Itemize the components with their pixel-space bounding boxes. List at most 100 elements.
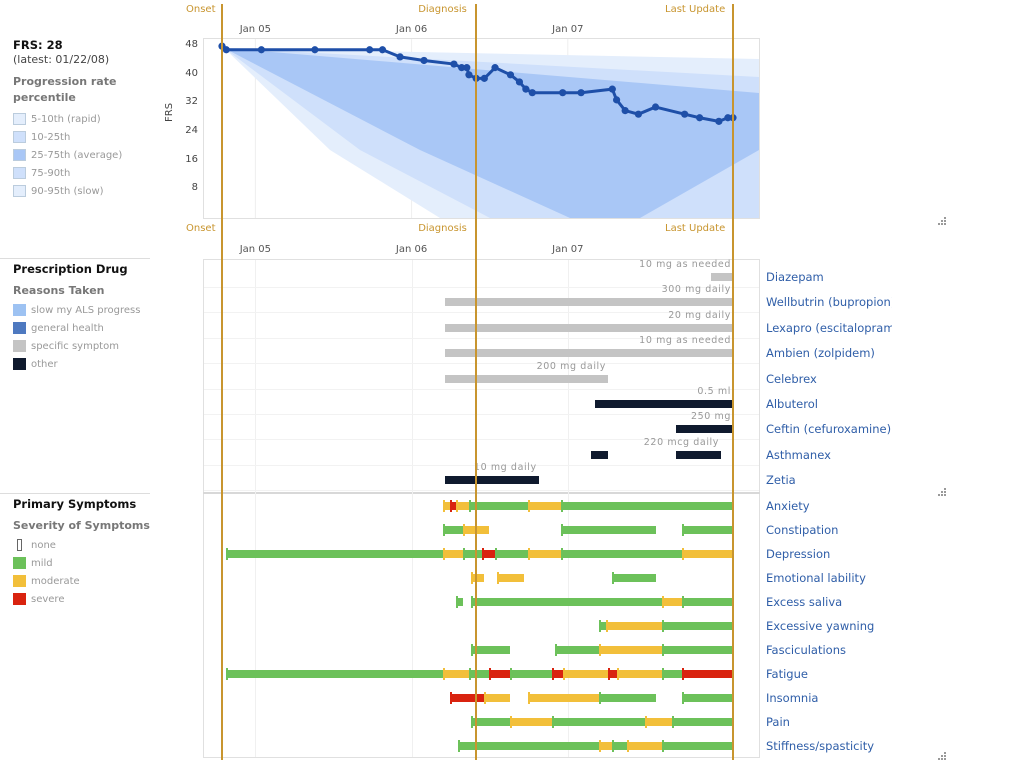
drug-name-label[interactable]: Ambien (zolpidem) <box>766 346 875 361</box>
symptom-segment[interactable] <box>458 742 600 750</box>
frs-point[interactable] <box>366 46 374 54</box>
frs-point[interactable] <box>465 71 473 79</box>
symptom-segment[interactable] <box>671 718 733 726</box>
frs-point[interactable] <box>480 74 488 82</box>
frs-point[interactable] <box>515 78 524 86</box>
symptom-segment[interactable] <box>645 718 672 726</box>
symptom-segment[interactable] <box>471 646 511 654</box>
symptom-segment[interactable] <box>456 598 463 606</box>
symptom-segment[interactable] <box>599 646 663 654</box>
frs-point[interactable] <box>715 117 723 125</box>
frs-point[interactable] <box>612 96 621 104</box>
symptom-segment[interactable] <box>682 598 733 606</box>
frs-point[interactable] <box>651 103 660 111</box>
drug-name-label[interactable]: Zetia <box>766 473 796 488</box>
symptom-segment[interactable] <box>482 550 496 558</box>
symptom-segment[interactable] <box>682 694 733 702</box>
symptom-name-label[interactable]: Constipation <box>766 523 839 537</box>
symptom-segment[interactable] <box>599 622 607 630</box>
symptom-segment[interactable] <box>528 550 561 558</box>
symptom-segment[interactable] <box>489 670 511 678</box>
symptom-segment[interactable] <box>450 694 485 702</box>
drug-name-label[interactable]: Ceftin (cefuroxamine) <box>766 422 892 437</box>
frs-point[interactable] <box>696 114 704 122</box>
drug-name-label[interactable]: Albuterol <box>766 397 818 411</box>
drug-bar[interactable] <box>591 450 609 459</box>
symptom-segment[interactable] <box>468 670 490 678</box>
symptom-segment[interactable] <box>226 550 443 558</box>
symptom-name-label[interactable]: Pain <box>766 715 790 729</box>
frs-point[interactable] <box>608 85 616 93</box>
symptom-name-label[interactable]: Fatigue <box>766 667 808 681</box>
symptom-segment[interactable] <box>682 550 733 558</box>
symptom-segment[interactable] <box>612 742 628 750</box>
symptom-segment[interactable] <box>551 670 563 678</box>
symptom-segment[interactable] <box>682 526 733 534</box>
symptom-name-label[interactable]: Stiffness/spasticity <box>766 739 875 753</box>
symptom-segment[interactable] <box>442 526 463 534</box>
symptom-name-label[interactable]: Depression <box>766 547 831 561</box>
drug-bar[interactable] <box>710 273 733 281</box>
symptom-segment[interactable] <box>497 574 524 582</box>
frs-point[interactable] <box>634 110 643 118</box>
frs-point[interactable] <box>396 53 404 61</box>
drug-bar[interactable] <box>444 323 733 332</box>
frs-point[interactable] <box>257 46 265 54</box>
symptom-name-label[interactable]: Insomnia <box>766 691 819 705</box>
frs-point[interactable] <box>222 46 230 54</box>
symptom-segment[interactable] <box>551 718 646 726</box>
frs-point[interactable] <box>577 89 585 97</box>
symptom-name-label[interactable]: Excess saliva <box>766 595 843 609</box>
symptom-segment[interactable] <box>456 502 469 510</box>
frs-point[interactable] <box>559 89 567 97</box>
symptom-name-label[interactable]: Emotional lability <box>766 571 866 585</box>
drug-bar[interactable] <box>444 349 733 358</box>
drug-bar[interactable] <box>675 425 733 434</box>
symptom-segment[interactable] <box>682 670 733 678</box>
symptom-segment[interactable] <box>484 694 511 702</box>
frs-point[interactable] <box>458 64 466 72</box>
symptom-segment[interactable] <box>226 670 443 678</box>
symptom-segment[interactable] <box>554 646 600 654</box>
symptom-segment[interactable] <box>562 670 609 678</box>
drug-name-label[interactable]: Wellbutrin (bupropion) <box>766 295 892 310</box>
symptom-segment[interactable] <box>450 502 457 510</box>
symptom-segment[interactable] <box>528 694 600 702</box>
frs-point[interactable] <box>528 89 536 97</box>
drug-bar[interactable] <box>444 374 609 383</box>
drug-name-label[interactable]: Asthmanex <box>766 447 831 462</box>
frs-point[interactable] <box>621 107 629 115</box>
resize-handle-icon[interactable] <box>936 483 946 496</box>
drug-bar[interactable] <box>675 450 721 459</box>
symptom-name-label[interactable]: Fasciculations <box>766 643 846 657</box>
frs-point[interactable] <box>420 56 428 65</box>
frs-point[interactable] <box>522 85 530 93</box>
symptom-segment[interactable] <box>662 670 683 678</box>
drug-bar[interactable] <box>594 400 733 408</box>
symptom-segment[interactable] <box>442 670 469 678</box>
symptom-segment[interactable] <box>599 694 656 702</box>
symptom-segment[interactable] <box>471 574 485 582</box>
symptom-segment[interactable] <box>528 502 561 510</box>
drug-bar[interactable] <box>444 298 733 307</box>
symptom-segment[interactable] <box>616 670 663 678</box>
symptom-segment[interactable] <box>662 646 733 654</box>
symptom-segment[interactable] <box>462 550 483 558</box>
frs-point[interactable] <box>463 64 471 72</box>
symptom-segment[interactable] <box>560 526 656 534</box>
symptom-segment[interactable] <box>442 550 463 558</box>
symptom-segment[interactable] <box>627 742 663 750</box>
frs-point[interactable] <box>724 114 732 122</box>
symptom-segment[interactable] <box>510 670 552 678</box>
drug-name-label[interactable]: Diazepam <box>766 270 824 284</box>
symptom-segment[interactable] <box>468 502 529 510</box>
drug-bar[interactable] <box>444 476 539 485</box>
frs-point[interactable] <box>491 64 499 72</box>
symptom-name-label[interactable]: Anxiety <box>766 499 810 513</box>
frs-point[interactable] <box>311 46 319 54</box>
symptom-segment[interactable] <box>471 598 663 606</box>
frs-point[interactable] <box>450 60 458 68</box>
symptom-name-label[interactable]: Excessive yawning <box>766 619 875 633</box>
symptom-segment[interactable] <box>599 742 613 750</box>
symptom-segment[interactable] <box>662 622 733 630</box>
